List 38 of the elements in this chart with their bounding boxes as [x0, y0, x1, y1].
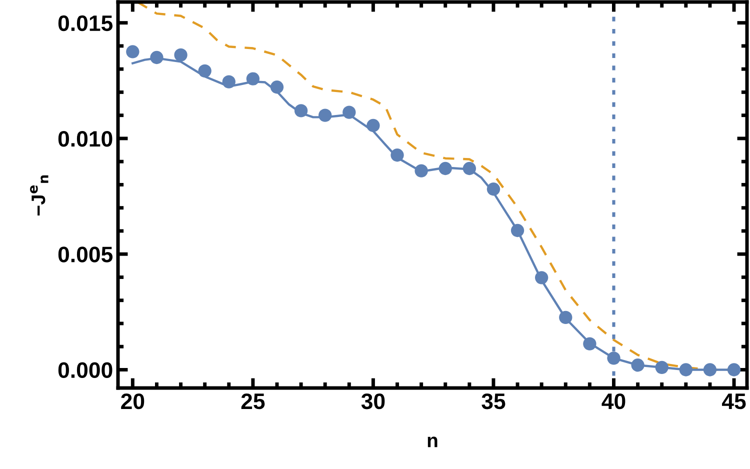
- point: [559, 310, 572, 324]
- point: [294, 104, 308, 118]
- x-tick-label: 30: [361, 393, 385, 410]
- x-tick-label: 40: [602, 393, 626, 410]
- point: [222, 75, 236, 88]
- point: [174, 48, 188, 62]
- point: [150, 50, 164, 64]
- point: [462, 162, 476, 176]
- point: [246, 72, 260, 86]
- point: [270, 80, 284, 94]
- x-tick-label: 20: [121, 393, 144, 410]
- point: [631, 358, 644, 372]
- y-axis-title: −J$^{e}$$_{n}$: [30, 175, 48, 216]
- y-tick-label: 0.015: [58, 15, 113, 32]
- point: [318, 108, 332, 122]
- y-tick-label: 0.000: [58, 362, 112, 378]
- point: [510, 224, 524, 238]
- point: [366, 118, 380, 132]
- point: [727, 363, 741, 376]
- y-tick-label: 0.010: [58, 130, 112, 147]
- y-tick-label: 0.005: [58, 246, 113, 262]
- point: [414, 164, 428, 178]
- point: [126, 45, 140, 58]
- x-tick-label: 35: [482, 393, 506, 410]
- point: [534, 271, 548, 284]
- point: [390, 148, 404, 162]
- point: [486, 182, 500, 196]
- x-tick-label: 45: [722, 394, 746, 410]
- point: [583, 337, 596, 350]
- x-axis-title: n: [428, 436, 438, 448]
- point: [679, 363, 692, 376]
- point: [703, 363, 717, 376]
- point: [655, 360, 668, 374]
- point: [438, 162, 452, 176]
- point: [342, 106, 356, 119]
- point: [607, 352, 620, 365]
- point: [198, 64, 212, 78]
- x-tick-label: 25: [241, 393, 265, 410]
